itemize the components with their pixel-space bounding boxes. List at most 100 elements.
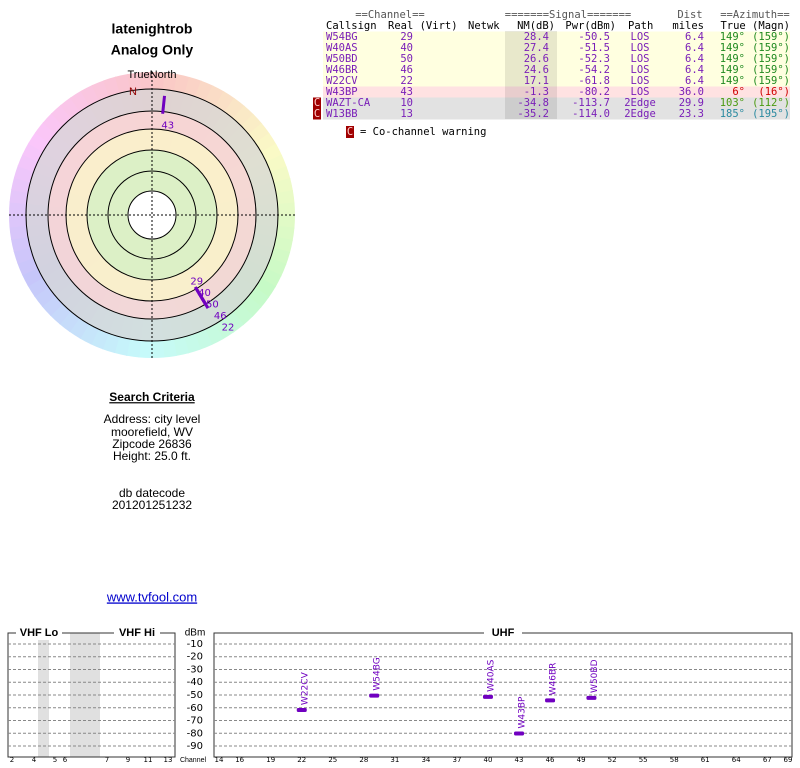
cell-real: 46 [400, 64, 413, 76]
x-tick-label: 4 [32, 756, 37, 764]
station-label: 22 [222, 323, 235, 334]
label-bg [114, 626, 160, 640]
y-tick-label: -20 [187, 652, 203, 663]
signal-label: W54BG [373, 657, 383, 690]
cell-az-true: 149° [720, 64, 745, 76]
cell-az-magn: (159°) [752, 64, 790, 76]
datecode: 201201251232 [112, 498, 192, 512]
row-background [323, 97, 790, 109]
y-tick-label: -60 [187, 703, 203, 714]
x-tick-label: 69 [784, 756, 793, 764]
cell-callsign: W50BD [326, 53, 358, 65]
x-tick-label: 9 [126, 756, 130, 764]
column-header: True (Magn) [720, 20, 790, 32]
x-tick-label: 19 [266, 756, 275, 764]
x-tick-label: 31 [390, 756, 399, 764]
x-tick-label: 61 [701, 756, 710, 764]
column-header: Path [628, 20, 653, 32]
station-label: 43 [161, 121, 174, 132]
cell-path: 2Edge [624, 97, 656, 109]
cell-dist: 23.3 [679, 108, 704, 120]
x-tick-label: 55 [639, 756, 648, 764]
co-channel-box [346, 126, 354, 138]
co-channel-symbol: C [347, 126, 353, 138]
cell-az-true: 149° [720, 75, 745, 87]
row-background [323, 64, 790, 76]
section-label: VHF Lo [20, 627, 59, 639]
station-mark [161, 95, 167, 114]
datecode-label: db datecode [119, 486, 185, 500]
column-header: Callsign [326, 20, 377, 32]
row-background [323, 75, 790, 87]
cell-path: LOS [631, 86, 650, 98]
x-tick-label: 6 [63, 756, 68, 764]
cell-nm: 28.4 [524, 31, 549, 43]
cell-path: LOS [631, 53, 650, 65]
cell-pwr: -50.5 [578, 31, 610, 43]
column-header: miles [672, 20, 704, 32]
x-tick-label: 5 [53, 756, 57, 764]
group-header: ==Channel== [355, 9, 425, 21]
x-tick-label: 52 [608, 756, 617, 764]
cell-dist: 6.4 [685, 42, 704, 54]
cell-dist: 6.4 [685, 53, 704, 65]
co-channel-symbol: C [314, 97, 320, 109]
search-title: Search Criteria [109, 390, 195, 404]
cell-az-true: 149° [720, 31, 745, 43]
cell-callsign: WAZT-CA [326, 97, 371, 109]
station-label: 46 [214, 311, 227, 322]
x-tick-label: 2 [10, 756, 14, 764]
cell-real: 13 [400, 108, 413, 120]
cell-path: LOS [631, 64, 650, 76]
label-bg [16, 626, 62, 640]
section-label: VHF Hi [119, 627, 155, 639]
cell-real: 10 [400, 97, 413, 109]
section-label: UHF [492, 627, 515, 639]
signal-mark [514, 731, 525, 736]
x-axis-label: Channel [180, 757, 207, 764]
signal-mark [296, 708, 307, 713]
cell-pwr: -114.0 [572, 108, 610, 120]
x-tick-label: 16 [235, 756, 244, 764]
north-marker: N [129, 86, 137, 98]
range-ring [47, 110, 257, 320]
y-tick-label: -40 [187, 677, 203, 688]
cell-real: 43 [400, 86, 413, 98]
column-header: NM(dB) [517, 20, 555, 32]
x-tick-label: 58 [670, 756, 679, 764]
cell-callsign: W22CV [326, 75, 358, 87]
co-channel-box [313, 108, 321, 120]
signal-label: W46BR [549, 663, 559, 696]
cell-real: 50 [400, 53, 413, 65]
cell-real: 22 [400, 75, 413, 87]
x-tick-label: 14 [215, 756, 224, 764]
y-tick-label: -70 [187, 716, 203, 727]
site-link[interactable]: www.tvfool.com [106, 589, 197, 604]
y-tick-label: -90 [187, 741, 203, 752]
cell-az-magn: (159°) [752, 75, 790, 87]
cell-az-true: 149° [720, 53, 745, 65]
cell-dist: 6.4 [685, 64, 704, 76]
cell-nm: 24.6 [524, 64, 549, 76]
x-tick-label: 25 [328, 756, 337, 764]
cell-nm: 26.6 [524, 53, 549, 65]
signal-mark [545, 698, 556, 703]
signal-mark [369, 693, 380, 698]
station-mark [197, 292, 210, 309]
cell-path: 2Edge [624, 108, 656, 120]
x-tick-label: 43 [515, 756, 524, 764]
cell-path: LOS [631, 42, 650, 54]
cell-callsign: W13BB [326, 108, 358, 120]
row-background [323, 86, 790, 98]
x-tick-label: 34 [421, 756, 430, 764]
cell-pwr: -51.5 [578, 42, 610, 54]
x-tick-label: 40 [484, 756, 493, 764]
cell-nm: -35.2 [517, 108, 549, 120]
x-tick-label: 37 [452, 756, 461, 764]
cell-callsign: W54BG [326, 31, 358, 43]
cell-az-magn: (159°) [752, 53, 790, 65]
x-tick-label: 22 [297, 756, 306, 764]
column-header: Netwk [468, 20, 500, 32]
row-background [323, 42, 790, 54]
